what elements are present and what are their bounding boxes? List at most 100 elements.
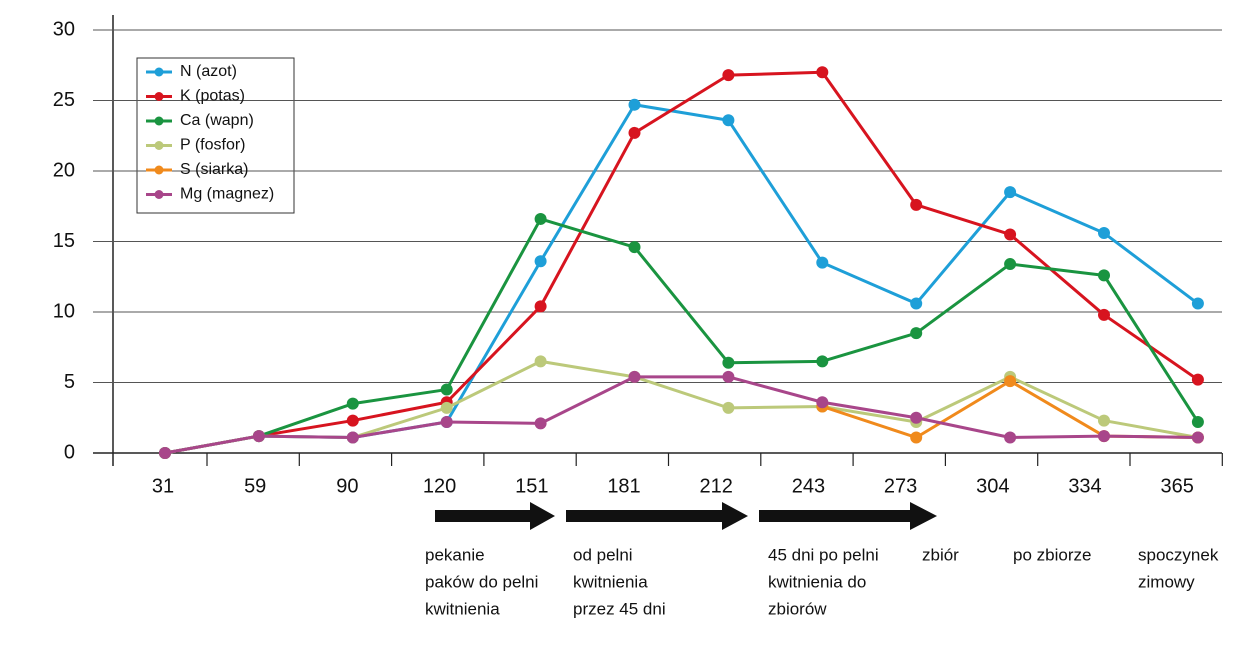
point bbox=[628, 126, 641, 139]
point bbox=[534, 300, 547, 313]
x-tick-label: 243 bbox=[792, 475, 825, 497]
point bbox=[534, 255, 547, 268]
phase-label: zimowy bbox=[1138, 572, 1195, 591]
phase-label: kwitnienia bbox=[425, 599, 500, 618]
legend-marker bbox=[154, 141, 164, 150]
phase-label: pekanie bbox=[425, 545, 485, 564]
y-tick-label: 25 bbox=[53, 89, 75, 111]
phase-label: przez 45 dni bbox=[573, 599, 666, 618]
point bbox=[910, 327, 923, 340]
point bbox=[816, 355, 829, 368]
legend-marker bbox=[154, 92, 164, 101]
point bbox=[346, 431, 359, 444]
x-tick-label: 334 bbox=[1068, 475, 1101, 497]
y-tick-label: 20 bbox=[53, 159, 75, 181]
point bbox=[1004, 186, 1017, 199]
point bbox=[440, 415, 453, 428]
y-tick-label: 5 bbox=[64, 371, 75, 393]
series-line bbox=[821, 379, 1198, 439]
phase-label: spoczynek bbox=[1138, 545, 1219, 564]
point bbox=[628, 241, 641, 254]
point bbox=[1004, 431, 1017, 444]
y-tick-label: 10 bbox=[53, 300, 75, 322]
point bbox=[722, 114, 735, 127]
legend-label: P (fosfor) bbox=[180, 137, 246, 154]
x-tick-label: 151 bbox=[515, 475, 548, 497]
y-tick-label: 30 bbox=[53, 18, 75, 40]
series-line bbox=[164, 217, 1200, 455]
point bbox=[159, 447, 171, 459]
point bbox=[1191, 431, 1204, 444]
arrow bbox=[566, 502, 748, 530]
point bbox=[1098, 414, 1110, 427]
phase-label: od pelni bbox=[573, 545, 633, 564]
point bbox=[628, 98, 641, 111]
legend-marker bbox=[154, 165, 164, 175]
legend-marker bbox=[154, 67, 164, 77]
point bbox=[440, 401, 453, 414]
x-tick-label: 181 bbox=[607, 475, 640, 497]
point bbox=[1191, 297, 1204, 310]
x-tick-label: 365 bbox=[1161, 475, 1194, 497]
point bbox=[1098, 430, 1110, 443]
point bbox=[1004, 258, 1017, 271]
phase-arrows bbox=[435, 502, 937, 530]
point bbox=[534, 417, 547, 430]
point bbox=[1004, 228, 1017, 241]
point bbox=[1098, 308, 1110, 321]
legend-label: Mg (magnez) bbox=[180, 186, 274, 203]
x-tick-label: 273 bbox=[884, 475, 917, 497]
point bbox=[1098, 227, 1110, 240]
point bbox=[722, 69, 735, 82]
phase-label: zbiorów bbox=[768, 599, 827, 618]
x-tick-label: 90 bbox=[336, 475, 358, 497]
point bbox=[722, 370, 735, 383]
legend-box bbox=[136, 57, 295, 214]
point bbox=[910, 198, 923, 211]
point bbox=[252, 430, 265, 443]
arrow bbox=[759, 502, 937, 530]
point bbox=[722, 401, 735, 414]
point bbox=[1004, 375, 1017, 388]
point bbox=[816, 256, 829, 269]
point bbox=[628, 370, 641, 383]
point bbox=[910, 431, 923, 444]
point bbox=[816, 396, 829, 409]
point bbox=[816, 66, 829, 79]
x-tick-label: 59 bbox=[244, 475, 266, 497]
legend-marker bbox=[154, 116, 164, 126]
x-tick-label: 120 bbox=[423, 475, 456, 497]
series-line bbox=[164, 359, 1199, 455]
point bbox=[534, 355, 547, 368]
x-tick-label: 212 bbox=[700, 475, 733, 497]
point bbox=[722, 356, 735, 369]
x-tick-label: 304 bbox=[976, 475, 1009, 497]
point bbox=[1098, 269, 1110, 282]
point bbox=[440, 383, 453, 396]
legend-label: N (azot) bbox=[180, 63, 237, 80]
phase-label: po zbiorze bbox=[1013, 545, 1091, 564]
series-line bbox=[164, 70, 1199, 455]
legend-label: K (potas) bbox=[180, 88, 245, 105]
phase-label: kwitnienia bbox=[573, 572, 648, 591]
point bbox=[534, 212, 547, 225]
y-tick-label: 15 bbox=[53, 230, 75, 252]
series-line bbox=[164, 375, 1198, 455]
phase-label: 45 dni po pelni bbox=[768, 545, 879, 564]
phase-label: zbiór bbox=[922, 545, 959, 564]
point bbox=[1191, 415, 1204, 428]
point bbox=[910, 411, 923, 424]
y-tick-label: 0 bbox=[64, 441, 75, 463]
point bbox=[910, 297, 923, 310]
point bbox=[346, 414, 359, 427]
point bbox=[346, 397, 359, 410]
legend-label: S (siarka) bbox=[180, 161, 248, 178]
phase-label: kwitnienia do bbox=[768, 572, 866, 591]
arrow bbox=[435, 502, 555, 530]
phase-label: paków do pelni bbox=[425, 572, 538, 591]
legend-marker bbox=[154, 190, 164, 199]
x-tick-label: 31 bbox=[152, 475, 174, 497]
point bbox=[1191, 373, 1204, 386]
legend-label: Ca (wapn) bbox=[180, 112, 254, 129]
